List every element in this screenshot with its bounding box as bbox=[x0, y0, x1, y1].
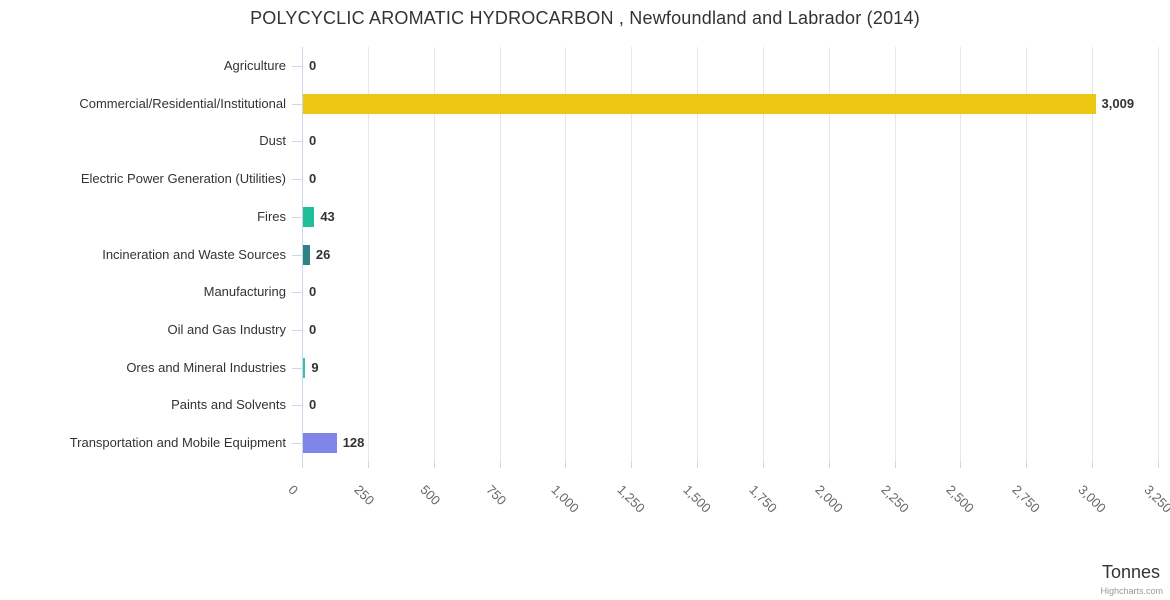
category-label: Electric Power Generation (Utilities) bbox=[80, 171, 286, 187]
x-axis-tick bbox=[894, 462, 896, 468]
category-tick bbox=[292, 66, 302, 67]
category-label: Agriculture bbox=[223, 57, 286, 73]
category-label: Incineration and Waste Sources bbox=[102, 246, 286, 262]
category-tick bbox=[292, 217, 302, 218]
gridline bbox=[894, 47, 896, 462]
bar[interactable] bbox=[303, 433, 337, 454]
gridline bbox=[631, 47, 633, 462]
category-label: Fires bbox=[257, 208, 286, 224]
category-tick bbox=[292, 443, 302, 444]
value-label: 0 bbox=[309, 57, 317, 73]
bar[interactable] bbox=[303, 93, 1096, 114]
value-label: 26 bbox=[315, 246, 331, 262]
x-axis-tick bbox=[302, 462, 303, 468]
x-tick-label: 1,000 bbox=[548, 482, 583, 516]
x-tick-label: 2,750 bbox=[1009, 482, 1044, 516]
gridline bbox=[433, 47, 435, 462]
gridline bbox=[1092, 47, 1094, 462]
x-tick-label: 500 bbox=[417, 482, 444, 508]
x-tick-label: 0 bbox=[285, 482, 302, 498]
x-tick-label: 2,500 bbox=[943, 482, 978, 516]
category-tick bbox=[292, 368, 302, 369]
x-axis-tick bbox=[697, 462, 699, 468]
x-axis-tick bbox=[631, 462, 633, 468]
gridline bbox=[828, 47, 830, 462]
x-tick-label: 3,000 bbox=[1075, 482, 1110, 516]
x-tick-label: 1,250 bbox=[614, 482, 649, 516]
x-tick-label: 1,750 bbox=[746, 482, 780, 516]
value-label: 0 bbox=[309, 133, 317, 149]
x-tick-label: 1,500 bbox=[680, 482, 715, 516]
category-label: Transportation and Mobile Equipment bbox=[69, 435, 286, 451]
x-axis-title: Tonnes bbox=[1101, 562, 1160, 582]
category-label: Commercial/Residential/Institutional bbox=[79, 95, 286, 111]
category-tick bbox=[292, 255, 302, 256]
gridline bbox=[1158, 47, 1159, 462]
value-label: 0 bbox=[309, 284, 317, 300]
value-label: 9 bbox=[311, 359, 319, 375]
x-axis-tick bbox=[1026, 462, 1028, 468]
gridline bbox=[367, 47, 369, 462]
x-axis-tick bbox=[1092, 462, 1094, 468]
bar[interactable] bbox=[303, 206, 315, 227]
category-label: Ores and Mineral Industries bbox=[126, 359, 286, 375]
x-axis-tick bbox=[433, 462, 435, 468]
value-label: 0 bbox=[309, 321, 317, 337]
x-axis-tick bbox=[499, 462, 501, 468]
x-axis-tick bbox=[762, 462, 764, 468]
chart-title: POLYCYCLIC AROMATIC HYDROCARBON , Newfou… bbox=[250, 8, 920, 28]
x-axis-tick bbox=[960, 462, 962, 468]
x-tick-label: 250 bbox=[351, 482, 378, 508]
bar[interactable] bbox=[303, 244, 310, 265]
gridline bbox=[1026, 47, 1028, 462]
category-tick bbox=[292, 179, 302, 180]
value-label: 0 bbox=[309, 397, 317, 413]
x-tick-label: 2,250 bbox=[878, 482, 912, 516]
gridline bbox=[499, 47, 501, 462]
category-label: Manufacturing bbox=[203, 284, 286, 300]
value-label: 3,009 bbox=[1101, 95, 1135, 111]
category-tick bbox=[292, 330, 302, 331]
x-axis-tick bbox=[565, 462, 567, 468]
value-label: 128 bbox=[342, 435, 365, 451]
gridline bbox=[762, 47, 764, 462]
bar[interactable] bbox=[303, 357, 306, 378]
x-axis-tick bbox=[367, 462, 369, 468]
category-tick bbox=[292, 292, 302, 293]
gridline bbox=[697, 47, 699, 462]
x-tick-label: 3,250 bbox=[1141, 482, 1170, 516]
x-axis-tick bbox=[828, 462, 830, 468]
category-tick bbox=[292, 141, 302, 142]
x-tick-label: 750 bbox=[482, 482, 509, 508]
category-label: Paints and Solvents bbox=[171, 397, 286, 413]
gridline bbox=[565, 47, 567, 462]
highcharts-credits-link[interactable]: Highcharts.com bbox=[1100, 586, 1163, 596]
category-tick bbox=[292, 405, 302, 406]
y-axis-line bbox=[302, 47, 303, 462]
gridline bbox=[960, 47, 962, 462]
x-axis-tick bbox=[1158, 462, 1159, 468]
x-tick-label: 2,000 bbox=[812, 482, 846, 516]
category-label: Oil and Gas Industry bbox=[167, 321, 287, 337]
category-tick bbox=[292, 104, 302, 105]
category-label: Dust bbox=[259, 133, 286, 149]
value-label: 0 bbox=[309, 171, 317, 187]
value-label: 43 bbox=[320, 208, 335, 224]
